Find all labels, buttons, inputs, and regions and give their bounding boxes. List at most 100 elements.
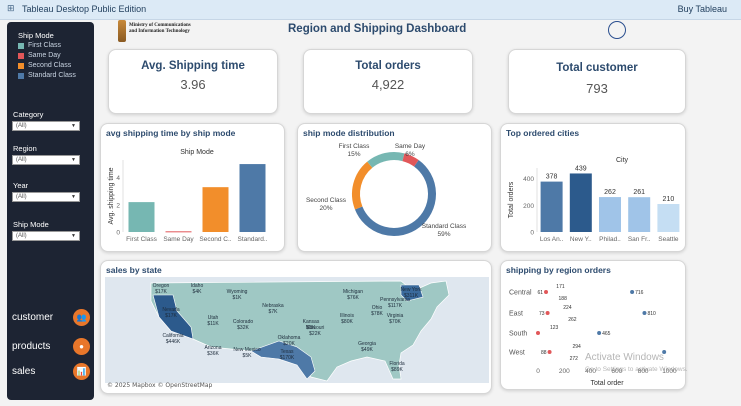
state-name-label: California (162, 333, 183, 339)
nav-customer[interactable]: customer (12, 312, 54, 323)
nav-sales[interactable]: sales (12, 366, 36, 377)
legend-item-second-class[interactable]: Second Class (18, 62, 71, 69)
bar (540, 181, 563, 232)
buy-tableau-link[interactable]: Buy Tableau (677, 4, 727, 14)
people-icon[interactable]: 👥 (73, 309, 90, 326)
slice-label: Same Day (395, 143, 426, 150)
y-tick-label: 2 (116, 202, 120, 209)
kpi-title: Avg. Shipping time (141, 60, 245, 72)
kpi-value: 4,922 (371, 77, 405, 92)
kpi-card-customer: Total customer 793 (508, 49, 686, 114)
chart-icon[interactable]: 📊 (73, 363, 90, 380)
legend-item-same-day[interactable]: Same Day (18, 52, 61, 59)
max-label: 716 (635, 290, 644, 296)
chart-title: shipping by region orders (506, 265, 611, 275)
data-label: 439 (575, 165, 587, 172)
ministry-name: Ministry of Communications and Informati… (129, 23, 191, 34)
sidebar: Ship Mode First Class Same Day Second Cl… (7, 22, 94, 400)
map-credit: © 2025 Mapbox © OpenStreetMap (107, 382, 213, 389)
state-value-label: $117K (388, 303, 403, 309)
ship-mode-filter-select[interactable]: (All) ▼ (12, 231, 80, 241)
min-dot (536, 331, 540, 335)
state-name-label: Oregon (153, 283, 170, 289)
mid-label: 294 (572, 344, 581, 350)
chevron-down-icon: ▼ (71, 194, 76, 200)
kpi-card-shipping: Avg. Shipping time 3.96 (108, 49, 278, 114)
legend-title: Ship Mode (180, 149, 214, 156)
data-label: 210 (663, 196, 675, 203)
sales-by-state-map-card: sales by state Oregon $17K Idaho $4K Wyoming… (100, 260, 492, 394)
slice-pct: 6% (405, 151, 415, 158)
state-value-label: $89K (391, 367, 403, 373)
legend-item-first-class[interactable]: First Class (18, 42, 61, 49)
data-label: 262 (604, 189, 616, 196)
mid-label: 171 (556, 284, 565, 290)
legend-item-standard-class[interactable]: Standard Class (18, 72, 76, 79)
y-axis-label: Total orders (508, 181, 515, 218)
bar (599, 197, 621, 232)
state-name-label: Texas (280, 349, 294, 355)
max-label: 465 (602, 331, 611, 337)
data-label: 261 (633, 189, 645, 196)
max-dot (630, 290, 635, 294)
mid-label: 123 (550, 325, 559, 331)
x-tick-label: 0 (536, 368, 540, 375)
state-name-label: Nevada (162, 307, 179, 313)
kpi-title: Total orders (355, 60, 421, 72)
bar (628, 197, 651, 232)
category-filter-select[interactable]: (All) ▼ (12, 121, 80, 131)
filter-label-ship-mode: Ship Mode (13, 220, 49, 229)
min-dot (547, 350, 552, 354)
top-cities-chart: City 0 200 400 Total orders Los An.. 378 New Y.… (508, 157, 680, 243)
chevron-down-icon: ▼ (71, 233, 76, 239)
state-value-label: $17K (155, 289, 167, 295)
activate-windows-watermark: Activate Windows (585, 352, 664, 363)
seal-logo-icon (608, 21, 626, 39)
slice-pct: 20% (319, 205, 332, 212)
state-value-label: $49K (361, 347, 373, 353)
state-name-label: Ohio (372, 305, 383, 311)
mid-label: 224 (563, 305, 572, 311)
state-value-label: $3K (307, 325, 317, 331)
min-dot (544, 290, 549, 294)
state-name-label: Georgia (358, 341, 376, 347)
region-label: South (509, 331, 527, 338)
slice-pct: 15% (347, 151, 360, 158)
kpi-title: Total customer (556, 62, 638, 74)
box-icon[interactable]: ● (73, 338, 90, 355)
bar (239, 164, 266, 232)
region-filter-select[interactable]: (All) ▼ (12, 155, 80, 165)
state-value-label: $1K (233, 295, 243, 301)
bar (128, 202, 155, 232)
tableau-logo-icon: ⊞ (7, 4, 15, 14)
state-name-label: Pennsylvania (380, 297, 410, 303)
x-tick-label: 600 (611, 368, 622, 375)
state-value-label: $170K (280, 355, 295, 361)
year-filter-select[interactable]: (All) ▼ (12, 192, 80, 202)
bar (569, 173, 592, 232)
state-name-label: Virginia (387, 313, 404, 319)
state-new-york (400, 284, 424, 302)
state-name-label: Michigan (343, 289, 363, 295)
x-tick-label: Same Day (163, 236, 194, 243)
y-tick-label: 4 (116, 175, 120, 182)
filter-label-year: Year (13, 181, 29, 190)
dashboard-header: Ministry of Communications and Informati… (98, 20, 688, 44)
bar (202, 187, 229, 232)
state-value-label: $36K (207, 351, 219, 357)
min-label: 73 (539, 311, 545, 317)
region-orders-chart-card: shipping by region orders Central 61 716 17… (500, 260, 686, 390)
state-name-label: Utah (208, 315, 219, 321)
y-tick-label: 0 (116, 230, 120, 237)
state-value-label: $4K (193, 289, 203, 295)
us-landmass (150, 280, 450, 382)
max-dot (662, 350, 667, 354)
nav-products[interactable]: products (12, 341, 51, 352)
state-value-label: $446K (166, 339, 181, 345)
region-label: Central (509, 290, 532, 297)
donut-slice (352, 161, 373, 210)
state-value-label: $70K (389, 319, 401, 325)
state-name-label: Illinois (340, 313, 354, 319)
dashboard-title: Region and Shipping Dashboard (288, 23, 467, 35)
